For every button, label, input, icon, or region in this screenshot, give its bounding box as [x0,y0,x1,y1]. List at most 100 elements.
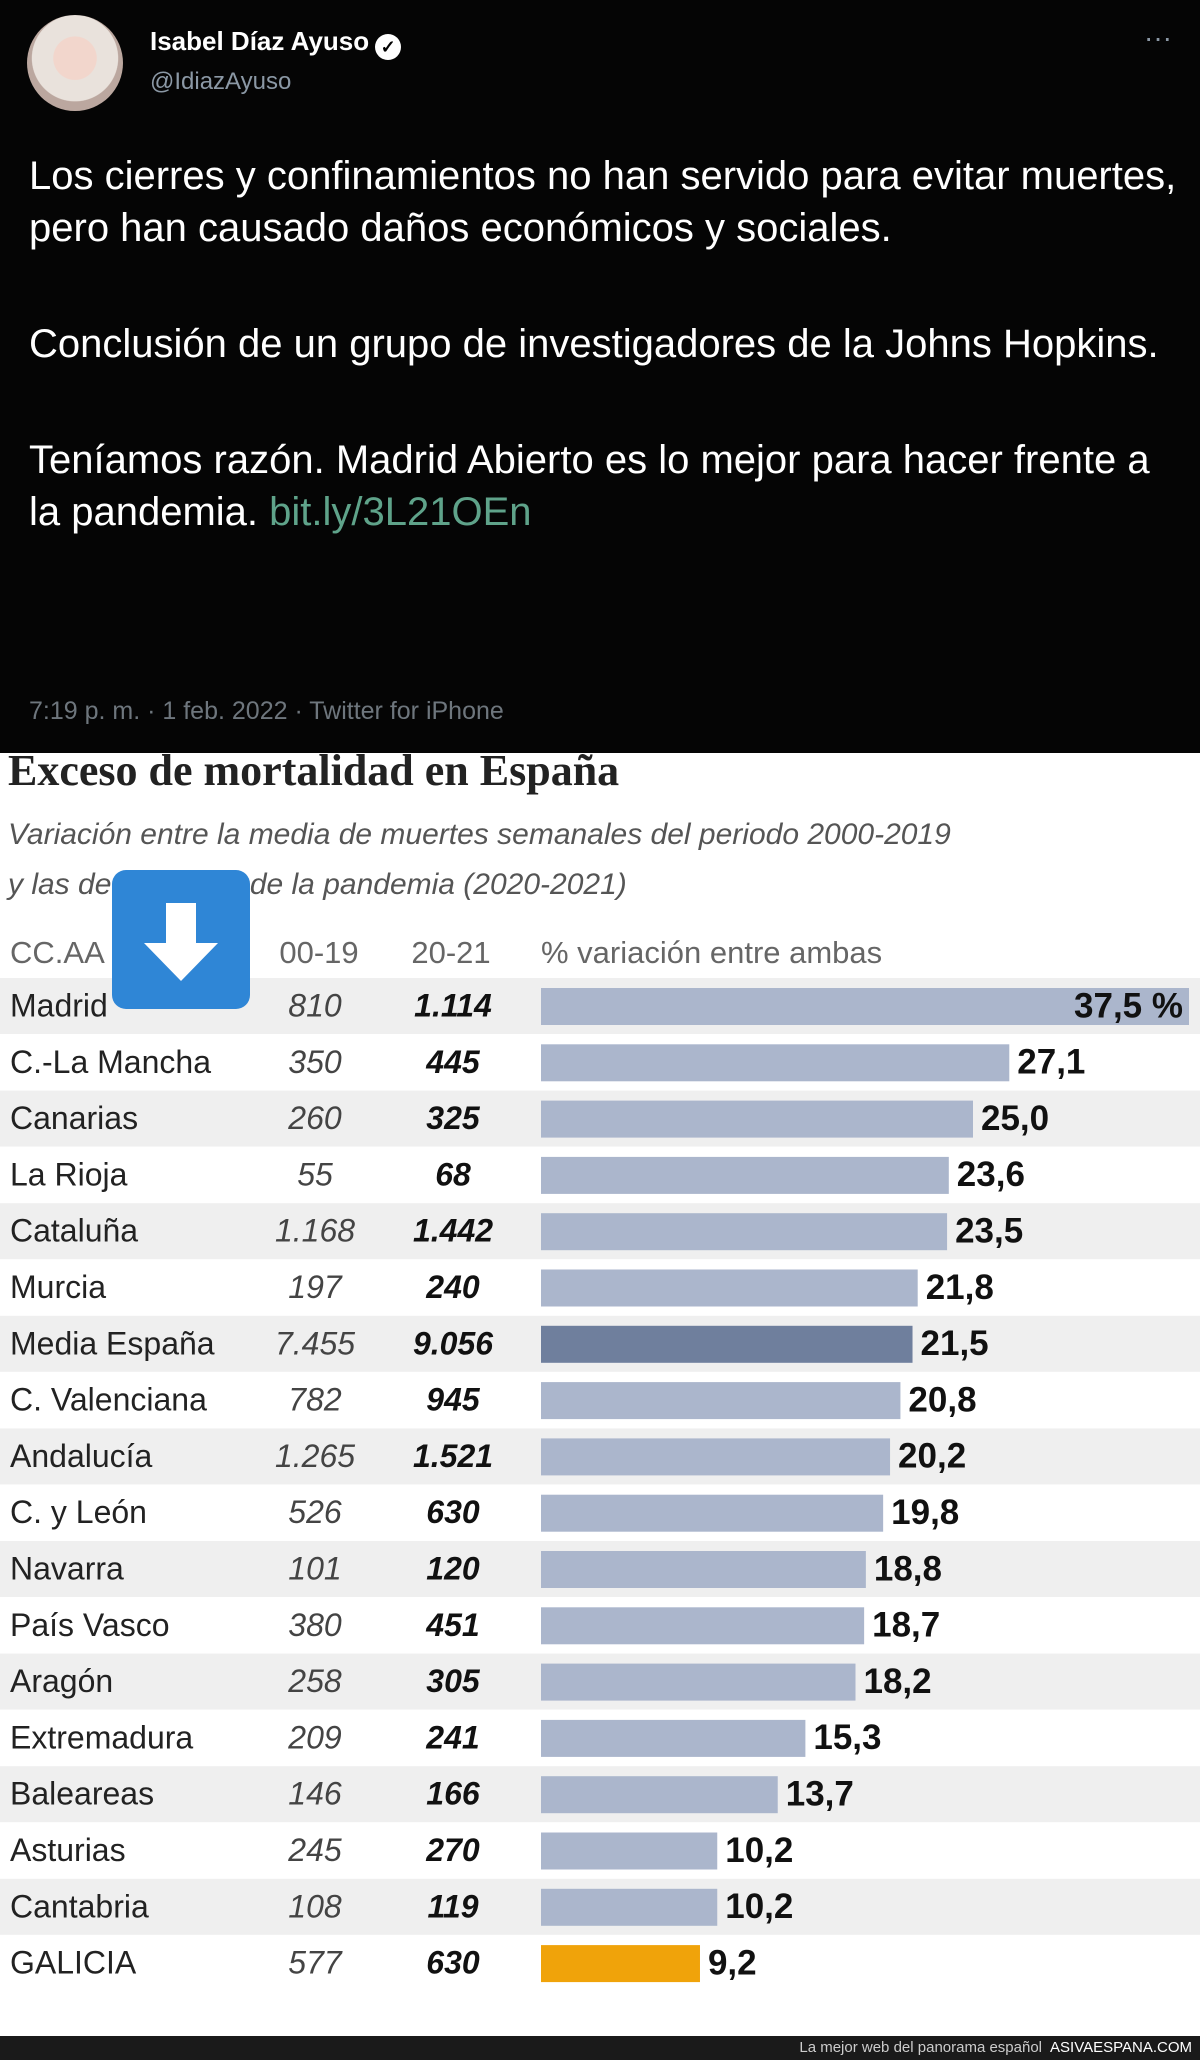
chart: Exceso de mortalidad en España Variación… [0,753,1200,2036]
bar [541,1100,973,1138]
cell-0019: 7.455 [275,1325,355,1361]
row-label: Canarias [10,1100,138,1136]
row-label: Murcia [10,1269,106,1305]
column-header: % variación entre ambas [541,935,882,970]
cell-0019: 260 [287,1100,342,1136]
row-label: Media España [10,1325,215,1361]
bar [541,1776,778,1814]
icon-arrow [144,903,218,981]
cell-0019: 245 [287,1832,342,1868]
cell-0019: 258 [287,1663,342,1699]
value-label: 20,8 [908,1380,976,1419]
cell-2021: 9.056 [413,1325,493,1361]
row-label: Baleareas [10,1776,154,1812]
row-label: C. Valenciana [10,1382,207,1418]
footer-text: La mejor web del panorama español [799,2039,1043,2056]
bar [541,1719,806,1757]
cell-2021: 241 [425,1719,479,1755]
column-header: 20-21 [411,935,490,970]
footer: La mejor web del panorama español ASIVAES… [0,2036,1200,2060]
bar [541,1382,901,1420]
cell-0019: 526 [288,1494,342,1530]
tweet-body: Los cierres y confinamientos no han serv… [29,150,1189,602]
chart-subtitle: y las de dos años de la pandemia (2020-2… [6,868,627,901]
download-icon[interactable] [112,870,250,1009]
chart-title: Exceso de mortalidad en España [8,753,619,795]
cell-0019: 55 [297,1156,333,1192]
bar [541,1325,913,1363]
cell-2021: 1.521 [413,1438,493,1474]
value-label: 15,3 [813,1718,881,1757]
cell-0019: 197 [288,1269,343,1305]
value-label: 37,5 % [1074,986,1183,1025]
value-label: 13,7 [786,1774,854,1813]
author-name[interactable]: Isabel Díaz Ayuso ✓ [150,26,402,60]
row-label: C. y León [10,1494,147,1530]
name-text: Isabel Díaz Ayuso [150,26,370,56]
paragraph: Teníamos razón. Madrid Abierto es lo mej… [29,434,1189,538]
value-label: 23,6 [957,1155,1025,1194]
cell-0019: 380 [288,1607,342,1643]
cell-0019: 782 [288,1382,342,1418]
cell-0019: 350 [288,1044,342,1080]
row-label: Cataluña [10,1213,138,1249]
row-label: Andalucía [10,1438,153,1474]
value-label: 18,2 [863,1662,931,1701]
bar [541,1156,949,1194]
paragraph-text: Teníamos razón. Madrid Abierto es lo mej… [29,438,1150,534]
row-label: La Rioja [10,1156,128,1192]
author-handle[interactable]: @IdiazAyuso [150,68,292,95]
cell-2021: 166 [426,1776,480,1812]
value-label: 18,7 [872,1606,940,1645]
row-label: Cantabria [10,1888,149,1924]
cell-2021: 1.442 [413,1213,493,1249]
bar [541,1832,718,1870]
bar [541,1888,718,1926]
value-label: 23,5 [955,1211,1023,1250]
cell-0019: 1.168 [275,1213,355,1249]
row-label: Navarra [10,1550,124,1586]
row-label: C.-La Mancha [10,1044,211,1080]
verified-badge: ✓ [375,34,402,60]
value-label: 20,2 [898,1437,966,1476]
column-header: CC.AA [10,935,105,970]
avatar[interactable] [27,15,123,111]
cell-0019: 810 [288,987,342,1023]
value-label: 25,0 [981,1099,1049,1138]
more-button[interactable]: ··· [1144,22,1172,53]
row-label: Extremadura [10,1719,193,1755]
cell-2021: 240 [425,1269,480,1305]
value-label: 9,2 [708,1943,757,1982]
paragraph: Los cierres y confinamientos no han serv… [29,154,1177,250]
cell-2021: 119 [427,1888,478,1924]
cell-2021: 325 [426,1100,481,1136]
paragraph: Conclusión de un grupo de investigadores… [29,322,1159,366]
cell-2021: 1.114 [414,987,492,1023]
row-label: Aragón [10,1663,113,1699]
bar [541,1213,948,1251]
value-label: 18,8 [874,1549,942,1588]
bar [541,1663,856,1701]
cell-0019: 101 [288,1550,341,1586]
row-label: País Vasco [10,1607,169,1643]
value-label: 21,5 [921,1324,989,1363]
cell-0019: 108 [288,1888,342,1924]
cell-2021: 630 [426,1945,480,1981]
value-label: 19,8 [891,1493,959,1532]
link[interactable]: bit.ly/3L21OEn [269,490,532,534]
value-label: 21,8 [926,1268,994,1307]
footer-site[interactable]: ASIVAESPANA.COM [1050,2039,1192,2056]
cell-0019: 577 [288,1945,343,1981]
cell-0019: 1.265 [275,1438,355,1474]
value-label: 10,2 [725,1887,793,1926]
column-header: 00-19 [279,935,358,970]
cell-2021: 945 [426,1382,481,1418]
cell-0019: 209 [287,1719,342,1755]
bar [541,1551,866,1588]
chart-subtitle: Variación entre la media de muertes sema… [8,818,951,851]
tweet: Isabel Díaz Ayuso ✓ @IdiazAyuso ··· Los c… [0,0,1200,753]
row-label: Madrid [10,987,108,1023]
timestamp: 7:19 p. m. · 1 feb. 2022 · Twitter for i… [29,697,504,725]
bar [541,1945,700,1983]
rows: Madrid 810 1.114 37,5 % C.-La Mancha 350 445 27… [0,978,1200,1982]
